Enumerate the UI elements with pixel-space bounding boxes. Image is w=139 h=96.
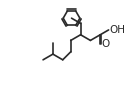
Text: O: O bbox=[102, 39, 110, 49]
Text: OH: OH bbox=[110, 25, 126, 35]
